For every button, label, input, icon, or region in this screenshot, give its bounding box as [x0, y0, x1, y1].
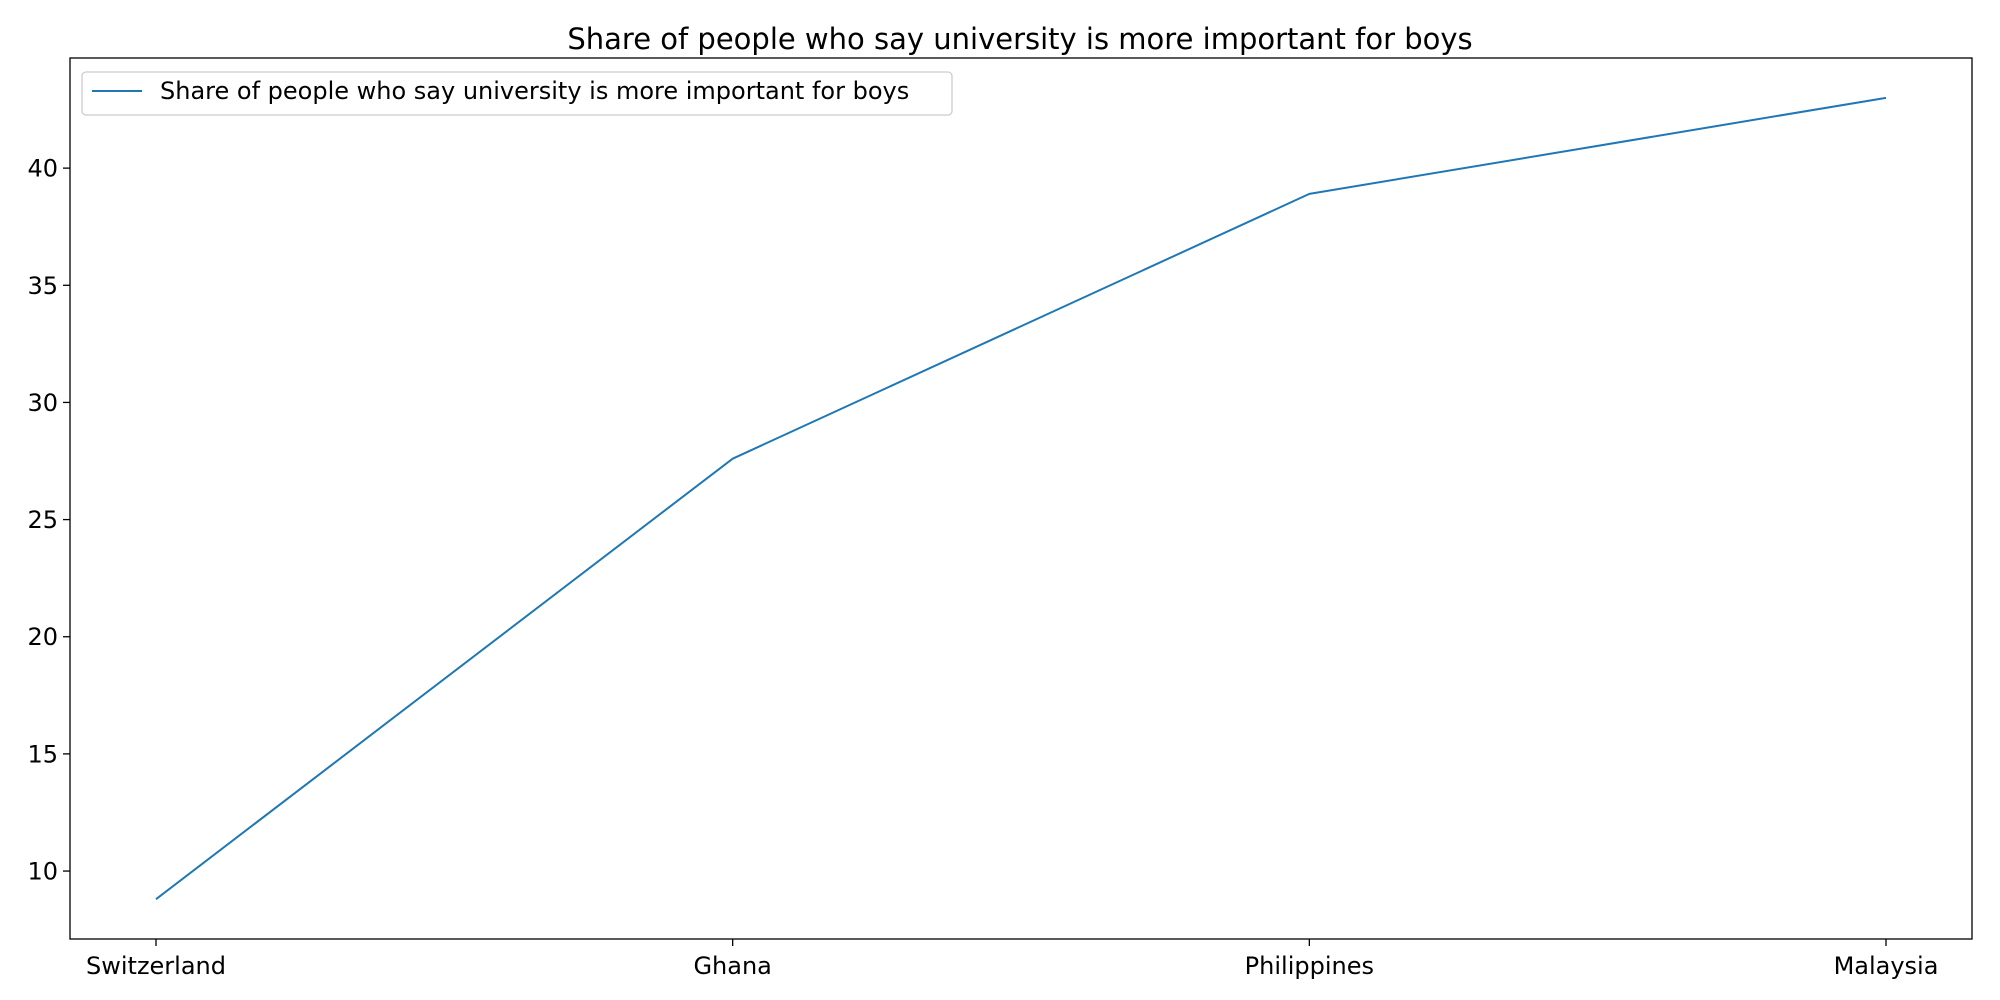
y-tick-label: 25	[27, 506, 58, 534]
y-tick-label: 30	[27, 389, 58, 417]
x-tick-label: Switzerland	[86, 952, 226, 980]
x-tick-label: Ghana	[693, 952, 771, 980]
y-tick-label: 15	[27, 740, 58, 768]
y-tick-label: 40	[27, 155, 58, 183]
legend-label: Share of people who say university is mo…	[160, 77, 909, 105]
legend-box	[81, 71, 953, 116]
series-layer	[155, 96, 1887, 900]
y-tick-label: 35	[27, 272, 58, 300]
y-axis: 10 15 20 25 30 35 40	[27, 155, 70, 886]
x-axis: Switzerland Ghana Philippines Malaysia	[86, 939, 1938, 980]
y-tick-label: 20	[27, 623, 58, 651]
chart-title: Share of people who say university is mo…	[567, 22, 1472, 56]
y-tick-label: 10	[27, 858, 58, 886]
legend: Share of people who say university is mo…	[81, 71, 953, 116]
plot-area-frame	[69, 57, 1973, 940]
x-tick-label: Malaysia	[1834, 952, 1939, 980]
series-line	[155, 96, 1887, 900]
x-tick-label: Philippines	[1245, 952, 1374, 980]
